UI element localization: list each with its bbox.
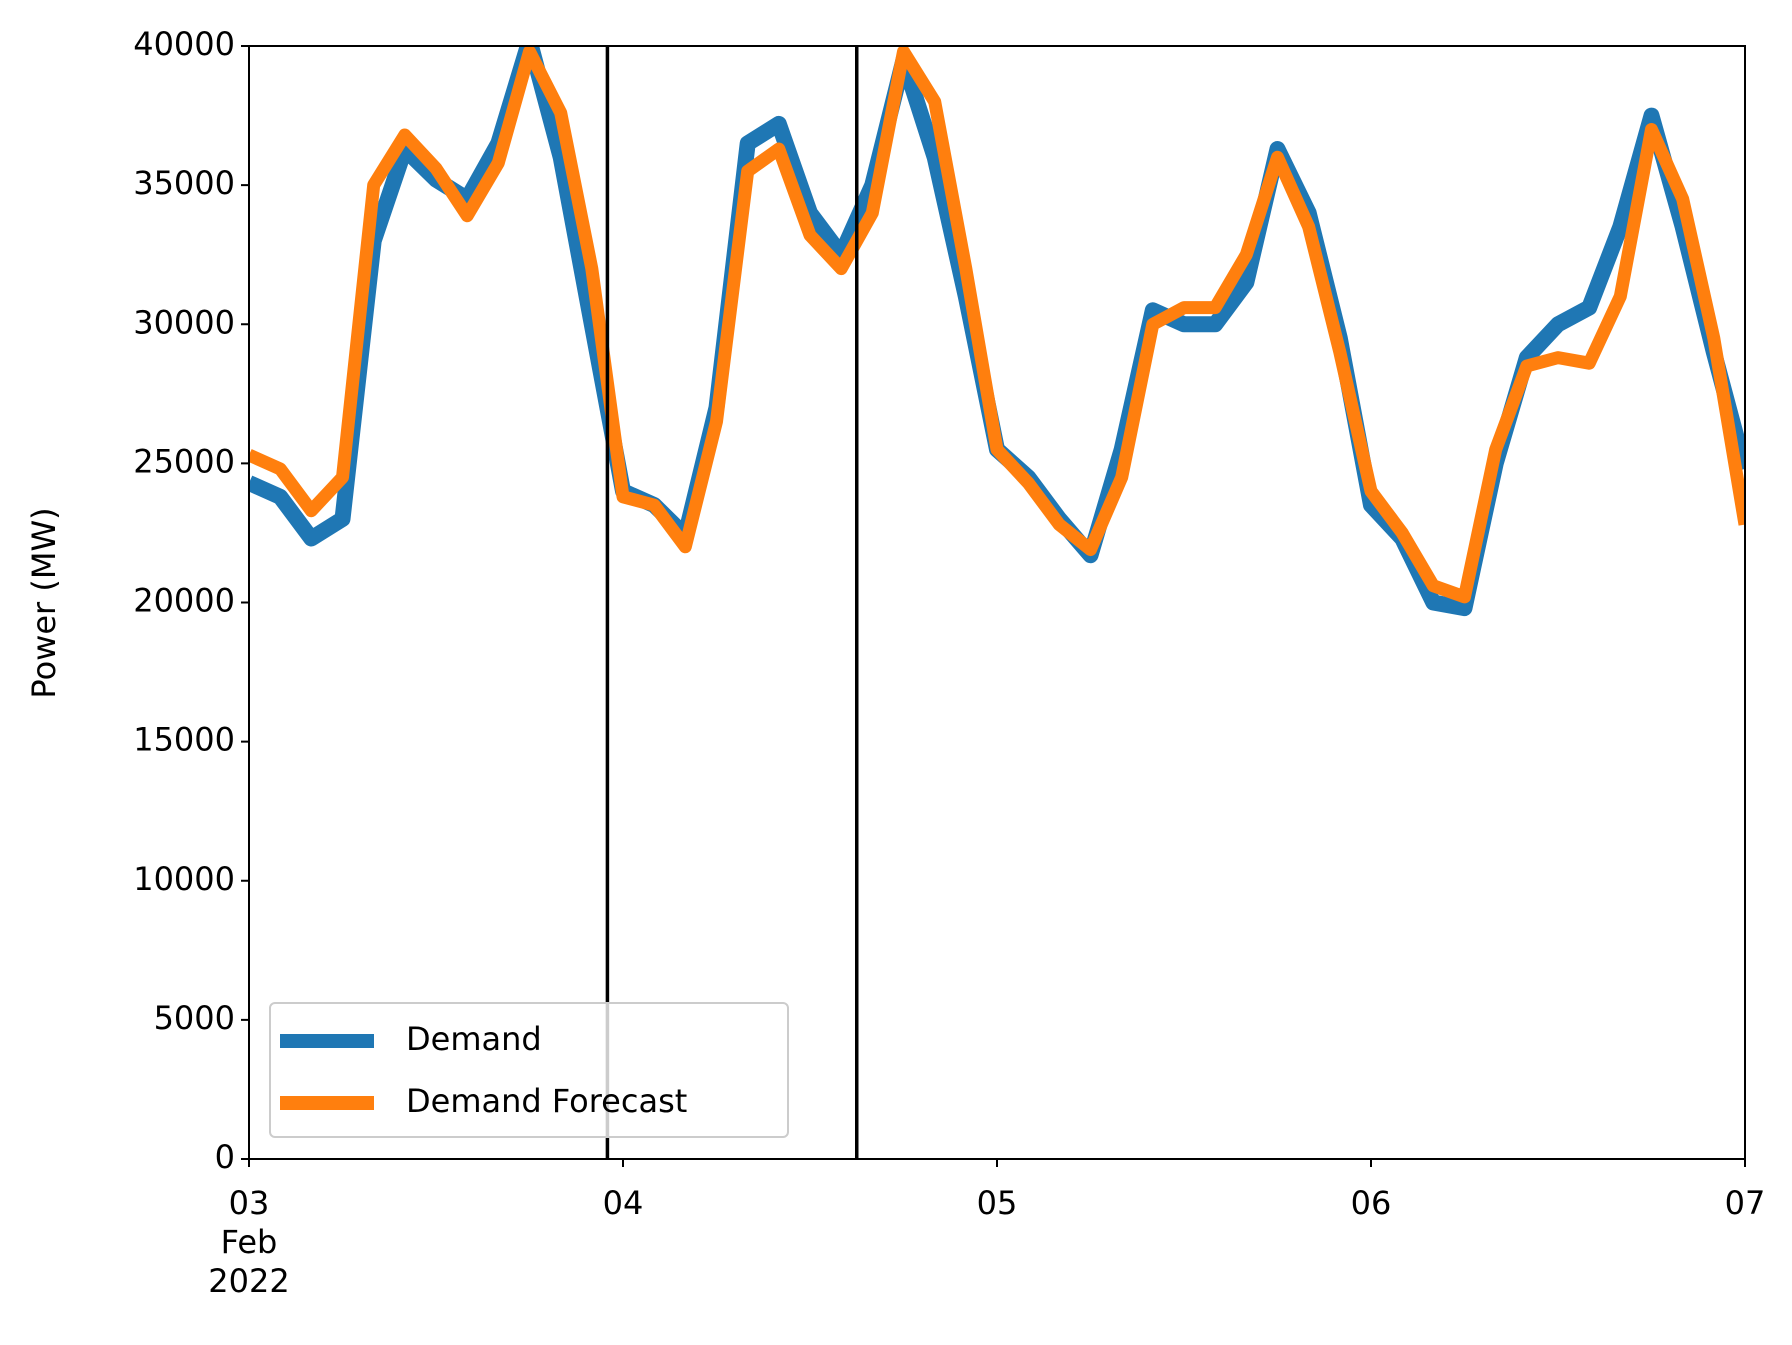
x-tick-label: 06	[1351, 1184, 1392, 1222]
series-line	[249, 46, 1745, 617]
y-axis-label: Power (MW)	[25, 507, 63, 698]
y-tick-label: 35000	[133, 164, 235, 202]
y-tick-label: 10000	[133, 860, 235, 898]
y-tick-label: 20000	[133, 582, 235, 620]
plot-area	[249, 46, 1745, 1159]
x-tick-label: 07	[1725, 1184, 1766, 1222]
legend: Demand Demand Forecast	[269, 1002, 789, 1138]
x-tick-label: 04	[603, 1184, 644, 1222]
y-tick-label: 0	[215, 1138, 235, 1176]
y-tick-label: 25000	[133, 442, 235, 480]
x-tick-label: 03	[229, 1184, 270, 1222]
legend-box	[269, 1002, 789, 1138]
y-tick-label: 5000	[154, 999, 235, 1037]
series-line	[249, 46, 1745, 604]
x-tick-label: 2022	[208, 1262, 289, 1300]
overlay: 0 5000 10000 15000 20000 25000 30000 35000 40000…	[133, 25, 1765, 1300]
legend-label: Demand Forecast	[406, 1082, 687, 1120]
y-tick-label: 15000	[133, 721, 235, 759]
legend-label: Demand	[406, 1020, 542, 1058]
x-tick-label: 05	[977, 1184, 1018, 1222]
y-tick-label: 30000	[133, 303, 235, 341]
x-tick-label: Feb	[221, 1223, 278, 1261]
y-tick-label: 40000	[133, 25, 235, 63]
